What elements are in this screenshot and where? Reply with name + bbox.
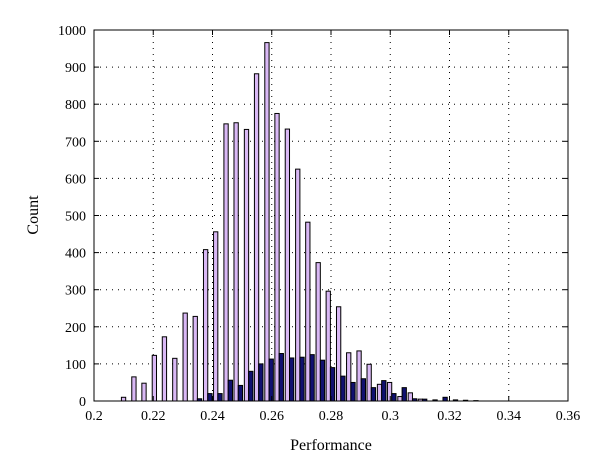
series-2-bars: [196, 353, 479, 402]
bar: [284, 128, 291, 402]
y-tick-label: 0: [79, 395, 86, 410]
bar: [329, 367, 336, 402]
y-axis-title: Count: [25, 195, 42, 235]
bar: [253, 73, 260, 402]
bar: [289, 357, 295, 402]
y-tick-label: 1000: [58, 24, 86, 39]
bar: [397, 396, 403, 402]
bar: [350, 381, 356, 402]
bar: [207, 393, 213, 402]
bar: [151, 354, 158, 402]
x-tick-label: 0.28: [319, 409, 344, 424]
bar: [381, 380, 387, 402]
bar: [360, 378, 367, 402]
bar: [192, 315, 198, 402]
bar: [299, 356, 305, 402]
bar: [258, 363, 264, 402]
bar: [386, 381, 393, 402]
y-tick-label: 800: [65, 98, 86, 113]
bar: [202, 249, 209, 402]
bar: [315, 262, 321, 402]
bar: [401, 387, 407, 402]
y-tick-label: 900: [65, 61, 86, 76]
bar: [376, 383, 383, 402]
bar: [366, 363, 372, 402]
y-tick-label: 700: [65, 135, 86, 150]
x-axis-title: Performance: [290, 437, 372, 454]
bar: [274, 112, 280, 402]
bar: [356, 350, 362, 402]
bar: [237, 384, 244, 402]
x-tick-label: 0.26: [260, 409, 285, 424]
bar: [161, 336, 168, 402]
bar: [325, 290, 331, 402]
bar: [141, 382, 147, 402]
bar: [295, 168, 301, 402]
x-tick-label: 0.34: [497, 409, 522, 424]
y-tick-labels: 0 100 200 300 400 500 600 700 800 900 1000: [58, 24, 86, 410]
y-tick-label: 100: [65, 358, 86, 373]
bar: [309, 354, 315, 402]
bar: [243, 128, 250, 402]
y-tick-label: 400: [65, 247, 86, 262]
x-tick-label: 0.22: [141, 409, 166, 424]
bar: [182, 312, 188, 402]
bar: [370, 387, 377, 402]
bar: [233, 122, 239, 402]
x-tick-label: 0.3: [382, 409, 400, 424]
bar: [335, 306, 342, 402]
y-tick-label: 200: [65, 321, 86, 336]
x-tick-labels: 0.2 0.22 0.24 0.26 0.28 0.3 0.32 0.34 0.36: [85, 409, 580, 424]
bar: [305, 221, 311, 402]
bar: [223, 123, 229, 402]
y-tick-label: 600: [65, 172, 86, 187]
bar: [340, 375, 346, 402]
bar: [278, 353, 284, 402]
x-tick-label: 0.36: [556, 409, 581, 424]
bar: [172, 357, 178, 402]
bar: [268, 358, 274, 402]
axis-ticks: [93, 29, 569, 402]
bar: [407, 392, 413, 402]
bar: [442, 396, 448, 402]
bar: [131, 376, 137, 402]
x-tick-label: 0.32: [437, 409, 462, 424]
bar: [391, 393, 397, 402]
bar: [319, 359, 326, 402]
bar: [248, 370, 254, 402]
y-tick-label: 500: [65, 210, 86, 225]
bar: [213, 231, 219, 402]
y-tick-label: 300: [65, 284, 86, 299]
bar: [217, 393, 223, 402]
bar: [120, 396, 127, 402]
x-tick-label: 0.2: [85, 409, 103, 424]
bar: [346, 352, 352, 402]
x-tick-label: 0.24: [200, 409, 225, 424]
bar: [264, 42, 270, 402]
bar: [227, 379, 233, 402]
